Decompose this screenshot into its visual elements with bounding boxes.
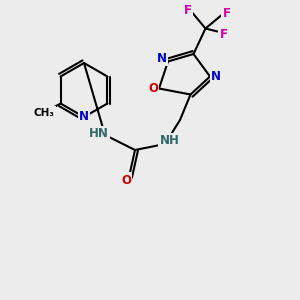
Text: F: F — [220, 28, 227, 41]
Text: F: F — [184, 4, 191, 17]
Text: O: O — [121, 173, 131, 187]
Text: HN: HN — [89, 127, 109, 140]
Text: F: F — [223, 7, 230, 20]
Text: CH₃: CH₃ — [34, 107, 55, 118]
Text: N: N — [157, 52, 167, 65]
Text: NH: NH — [160, 134, 179, 148]
Text: O: O — [148, 82, 158, 95]
Text: N: N — [79, 110, 89, 124]
Text: N: N — [211, 70, 221, 83]
